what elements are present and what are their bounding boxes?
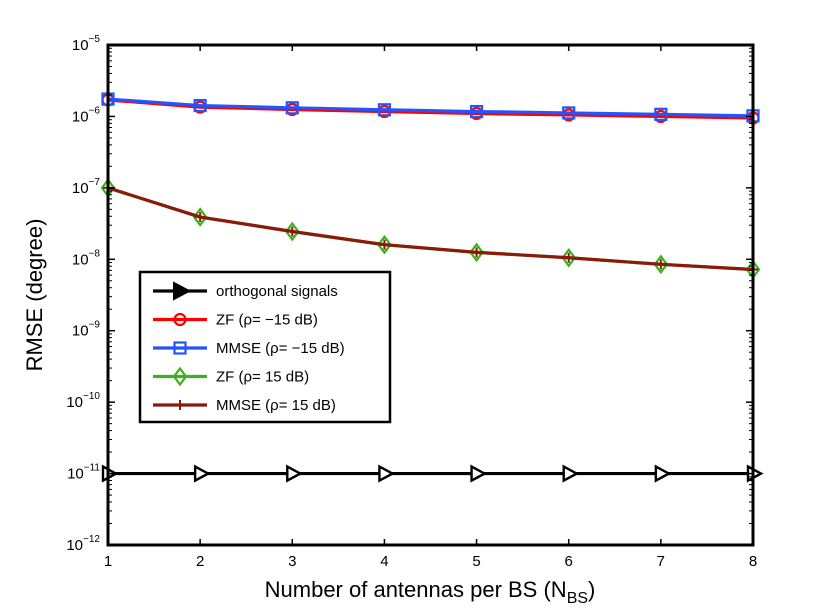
x-tick-label: 8 <box>749 553 757 570</box>
series-4 <box>103 182 758 275</box>
series-line <box>107 97 754 118</box>
data-point <box>653 254 669 275</box>
y-tick-label: 10−12 <box>66 534 100 554</box>
data-point <box>378 464 395 483</box>
y-tick-label: 10−10 <box>66 391 100 411</box>
y-tick-label: 10−9 <box>72 320 101 340</box>
data-point <box>654 464 672 483</box>
data-point <box>287 226 298 237</box>
legend-marker <box>173 312 187 327</box>
plot-frame <box>106 43 755 547</box>
legend-label: ZF (ρ= −15 dB) <box>216 312 318 329</box>
data-point <box>655 259 666 270</box>
x-tick-label: 6 <box>565 553 573 570</box>
data-point <box>469 242 484 263</box>
legend-item: ZF (ρ= −15 dB) <box>153 312 318 329</box>
x-tick-label: 3 <box>288 553 296 570</box>
legend-label: MMSE (ρ= −15 dB) <box>216 340 345 357</box>
x-tick-label: 1 <box>104 553 112 570</box>
legend-item: orthogonal signals <box>153 281 338 301</box>
data-point <box>285 101 299 115</box>
x-tick-label: 5 <box>472 553 480 570</box>
data-point <box>471 247 482 258</box>
data-point <box>193 464 211 483</box>
data-point <box>284 221 300 242</box>
legend-item: MMSE (ρ= 15 dB) <box>153 397 336 414</box>
x-tick-label: 7 <box>657 553 665 570</box>
y-tick-label: 10−5 <box>72 34 101 54</box>
legend-label: orthogonal signals <box>216 283 338 300</box>
data-point <box>195 212 206 223</box>
y-tick-label: 10−7 <box>72 177 101 197</box>
data-point <box>377 103 392 117</box>
data-point <box>193 98 207 113</box>
data-point <box>286 464 303 483</box>
y-axis-label: RMSE (degree) <box>22 219 47 372</box>
data-point <box>654 107 668 121</box>
data-point <box>563 252 574 263</box>
legend-marker <box>173 341 187 355</box>
legend-marker <box>172 366 188 387</box>
x-tick-label: 4 <box>380 553 388 570</box>
y-tick-label: 10−11 <box>67 463 100 483</box>
legend-label: ZF (ρ= 15 dB) <box>216 369 309 386</box>
data-point <box>470 464 488 483</box>
data-point <box>562 106 576 120</box>
y-tick-label: 10−6 <box>72 105 101 125</box>
data-point <box>562 464 580 483</box>
data-point <box>469 104 484 119</box>
data-point <box>561 247 577 268</box>
y-tick-label: 10−8 <box>72 248 101 268</box>
legend: orthogonal signals ZF (ρ= −15 dB) MMSE (ρ=… <box>138 270 392 424</box>
data-point <box>377 234 392 255</box>
x-axis-label: Number of antennas per BS (NBS) <box>265 577 596 607</box>
data-point <box>379 239 390 250</box>
legend-marker <box>175 400 185 410</box>
legend-label: MMSE (ρ= 15 dB) <box>216 397 336 414</box>
legend-item: ZF (ρ= 15 dB) <box>153 366 309 387</box>
series-line <box>107 186 754 272</box>
legend-item: MMSE (ρ= −15 dB) <box>153 340 345 357</box>
x-tick-label: 2 <box>196 553 204 570</box>
